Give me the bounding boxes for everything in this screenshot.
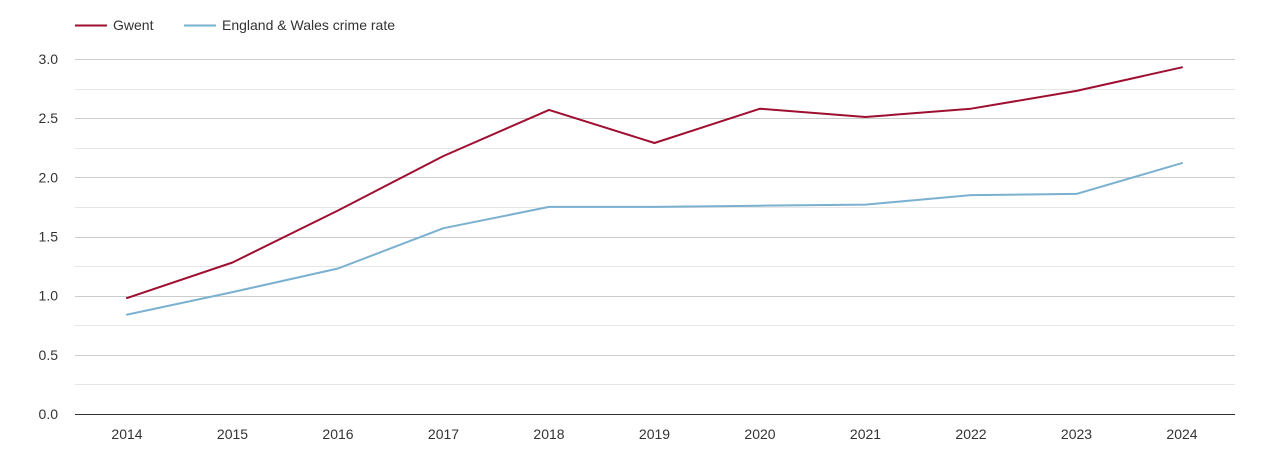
x-axis: 2014 2015 2016 2017 2018 2019 2020 2021 2022 2023…: [75, 414, 1235, 442]
series-line-gwent: [126, 66, 1183, 299]
x-tick-label: 2017: [428, 426, 459, 442]
x-tick-label: 2020: [744, 426, 775, 442]
y-tick-label: 1.5: [39, 229, 59, 245]
x-tick-label: 2021: [850, 426, 881, 442]
y-tick-label: 0.0: [39, 406, 59, 422]
legend: Gwent England & Wales crime rate: [75, 17, 395, 33]
x-tick-label: 2015: [217, 426, 248, 442]
x-tick-label: 2024: [1166, 426, 1197, 442]
legend-label: England & Wales crime rate: [222, 17, 395, 33]
y-tick-label: 2.5: [39, 110, 59, 126]
y-axis-ticks: 0.0 0.5 1.0 1.5 2.0 2.5 3.0: [39, 51, 59, 422]
x-tick-label: 2018: [533, 426, 564, 442]
x-tick-label: 2019: [639, 426, 670, 442]
x-tick-label: 2014: [111, 426, 142, 442]
series-line-england-wales: [126, 162, 1183, 316]
y-tick-label: 2.0: [39, 169, 59, 185]
legend-item-england-wales[interactable]: England & Wales crime rate: [184, 17, 395, 33]
x-tick-label: 2016: [322, 426, 353, 442]
legend-label: Gwent: [113, 17, 154, 33]
series-lines: [126, 66, 1183, 316]
x-tick-label: 2023: [1061, 426, 1092, 442]
legend-item-gwent[interactable]: Gwent: [75, 17, 154, 33]
gridlines: [75, 59, 1235, 385]
y-tick-label: 0.5: [39, 347, 59, 363]
y-tick-label: 3.0: [39, 51, 59, 67]
x-tick-label: 2022: [955, 426, 986, 442]
y-tick-label: 1.0: [39, 288, 59, 304]
